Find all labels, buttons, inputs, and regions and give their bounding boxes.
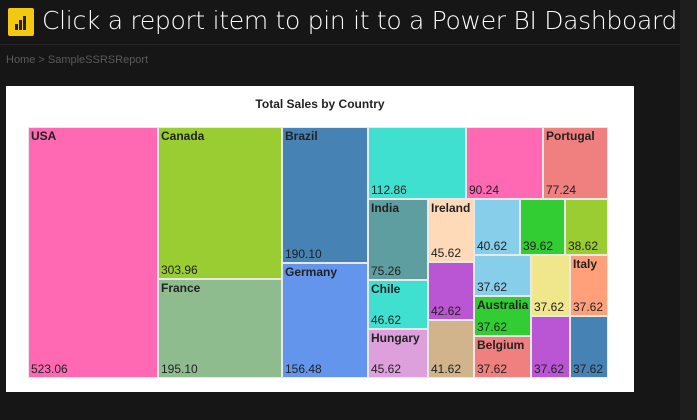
tile-label: Canada [161, 129, 205, 143]
tile-label: Belgium [477, 338, 525, 352]
tile-value: 303.96 [161, 263, 198, 277]
treemap-tile[interactable]: 112.86 [368, 127, 466, 199]
tile-value: 38.62 [568, 239, 599, 253]
treemap-tile[interactable]: Italy 37.62 [570, 255, 608, 316]
tile-value: 46.62 [371, 313, 402, 327]
tile-value: 45.62 [431, 246, 462, 260]
tile-label: Brazil [285, 129, 318, 143]
treemap-tile[interactable]: USA 523.06 [28, 127, 158, 378]
tile-value: 523.06 [31, 362, 68, 376]
treemap-tile[interactable]: 39.62 [520, 199, 565, 255]
treemap-tile[interactable]: 37.62 [531, 255, 570, 316]
treemap-tile[interactable]: 37.62 [570, 316, 608, 378]
treemap-tile[interactable]: Australia 37.62 [474, 296, 531, 336]
tile-label: Hungary [371, 331, 420, 345]
treemap-tile[interactable]: India 75.26 [368, 199, 428, 280]
tile-label: Portugal [546, 129, 595, 143]
tile-value: 112.86 [371, 183, 407, 197]
chart-title: Total Sales by Country [255, 97, 385, 111]
tile-label: Chile [371, 282, 401, 296]
breadcrumb[interactable]: Home > SampleSSRSReport [6, 54, 149, 66]
report-canvas[interactable]: Total Sales by Country USA 523.06 Canada 30… [6, 86, 634, 392]
tile-value: 39.62 [523, 239, 554, 253]
tile-value: 37.62 [573, 362, 604, 376]
treemap-tile[interactable]: 90.24 [466, 127, 543, 199]
toolbar-background [0, 0, 680, 45]
tile-label: Australia [477, 298, 529, 312]
tile-value: 37.62 [477, 320, 508, 334]
treemap-tile[interactable]: Portugal 77.24 [543, 127, 608, 199]
treemap-tile[interactable]: 37.62 [531, 316, 570, 378]
tile-label: Italy [573, 257, 598, 271]
treemap-tile[interactable]: Germany 156.48 [282, 263, 368, 378]
tile-value: 37.62 [534, 300, 565, 314]
treemap-tile[interactable]: 42.62 [428, 262, 474, 320]
treemap-tile[interactable]: France 195.10 [158, 279, 282, 378]
tile-value: 37.62 [477, 280, 508, 294]
treemap-tile[interactable]: 40.62 [474, 199, 520, 255]
tile-value: 77.24 [546, 183, 577, 197]
tile-label: Ireland [431, 201, 471, 215]
treemap-tile[interactable]: 38.62 [565, 199, 608, 255]
treemap-tile[interactable]: Canada 303.96 [158, 127, 282, 279]
treemap-tile[interactable]: Ireland 45.62 [428, 199, 474, 262]
pin-instruction-banner: Click a report item to pin it to a Power… [42, 6, 678, 35]
tile-label: France [161, 281, 201, 295]
tile-value: 37.62 [573, 300, 604, 314]
tile-value: 37.62 [534, 362, 565, 376]
tile-value: 75.26 [371, 264, 402, 278]
tile-value: 41.62 [431, 362, 462, 376]
scrollbar[interactable] [680, 0, 697, 420]
treemap-tile[interactable]: 37.62 [474, 255, 531, 296]
tile-label: Germany [285, 265, 338, 279]
tile-value: 90.24 [469, 183, 500, 197]
tile-value: 40.62 [477, 239, 508, 253]
tile-value: 37.62 [477, 362, 508, 376]
tile-value: 45.62 [371, 362, 402, 376]
treemap-tile[interactable]: Brazil 190.10 [282, 127, 368, 263]
power-bi-icon [8, 8, 34, 36]
tile-value: 42.62 [431, 304, 462, 318]
tile-value: 156.48 [285, 362, 322, 376]
treemap-tile[interactable]: Hungary 45.62 [368, 329, 428, 378]
tile-value: 195.10 [161, 362, 198, 376]
tile-label: USA [31, 129, 57, 143]
tile-label: India [371, 201, 400, 215]
treemap-tile[interactable]: 41.62 [428, 320, 474, 378]
treemap-tile[interactable]: Chile 46.62 [368, 280, 428, 329]
treemap-tile[interactable]: Belgium 37.62 [474, 336, 531, 378]
tile-value: 190.10 [285, 247, 322, 261]
